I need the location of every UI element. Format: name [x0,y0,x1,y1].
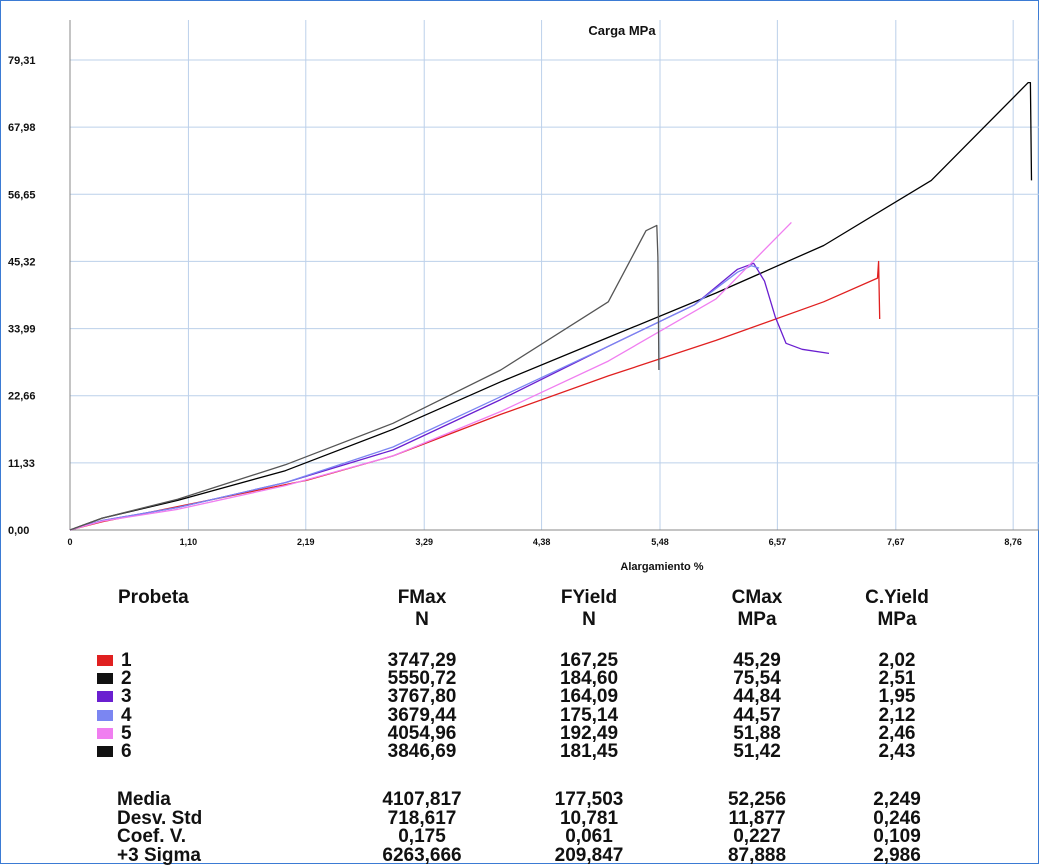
x-tick-label: 2,19 [297,537,315,547]
specimen-id: 3 [121,686,132,708]
specimen-cyield: 2,43 [878,741,916,762]
stats-cyield: 0,246 [873,807,921,829]
stats-cyield: 2,249 [873,789,921,810]
stats-fmax: 0,175 [398,826,446,848]
x-tick-label: 8,76 [1004,537,1022,547]
series-line-5 [69,221,792,531]
stats-cyield: 2,986 [873,844,921,866]
results-table: Probeta FMax N FYield N CMax MPa C.Yield… [0,580,1041,866]
specimen-cmax: 44,84 [733,686,781,708]
stats-fyield: 177,503 [554,789,624,810]
specimen-color-swatch [97,655,113,666]
specimen-cmax: 51,42 [733,741,781,762]
x-axis-label: Alargamiento % [620,561,703,573]
stats-fyield: 10,781 [559,807,619,829]
stats-fmax: 6263,666 [382,844,462,866]
specimen-fmax: 3679,44 [387,704,457,726]
y-tick-label: 67,98 [8,122,36,134]
y-tick-label: 45,32 [8,256,36,268]
specimen-color-swatch [97,727,113,739]
header-cyield-unit: MPa [877,609,917,630]
specimen-id: 1 [121,650,132,671]
specimen-fmax: 3846,69 [387,741,457,762]
specimen-fyield: 164,09 [559,686,619,708]
specimen-fyield: 181,45 [559,741,619,762]
specimen-id: 5 [121,722,132,744]
x-tick-label: 3,29 [415,537,433,547]
specimen-id: 6 [121,741,132,762]
stats-label: Desv. Std [117,807,203,829]
header-cyield: C.Yield [865,587,929,608]
stress-strain-chart: 0,00 11,33 22,66 33,99 45,32 56,65 67,98 79,31 0… [8,20,1039,573]
specimen-cmax: 51,88 [733,722,781,744]
stats-fmax: 718,617 [387,807,457,829]
specimen-fyield: 167,25 [559,650,619,671]
specimen-color-swatch [97,691,113,703]
stats-fmax: 4107,817 [382,789,462,810]
specimen-cmax: 44,57 [733,704,781,726]
x-tick-label: 6,57 [769,537,787,547]
specimen-fyield: 175,14 [559,704,619,726]
specimen-color-swatch [97,709,113,721]
specimen-fyield: 184,60 [559,668,619,690]
header-cmax-unit: MPa [737,609,777,630]
series-line-3 [69,262,830,531]
specimen-cmax: 45,29 [733,650,781,671]
stats-cyield: 0,109 [873,826,921,848]
specimen-cyield: 2,02 [878,650,916,671]
stats-fyield: 0,061 [565,826,613,848]
x-tick-label: 0 [67,537,72,547]
y-tick-label: 22,66 [8,391,36,403]
series-line-2 [69,81,1033,531]
series-line-4 [69,265,760,531]
stats-cmax: 87,888 [727,844,787,866]
chart-title: Carga MPa [588,23,656,38]
x-tick-label: 7,67 [887,537,905,547]
stats-cmax: 52,256 [727,789,787,810]
header-cmax: CMax [731,587,783,608]
y-tick-label: 0,00 [8,525,29,537]
specimen-cyield: 2,12 [878,704,916,726]
header-fmax-unit: N [415,609,429,630]
specimen-cyield: 2,46 [878,722,916,744]
stats-cmax: 11,877 [728,807,786,829]
y-tick-label: 11,33 [8,458,35,470]
stats-label: +3 Sigma [117,844,201,866]
header-fmax: FMax [397,587,447,608]
y-tick-label: 79,31 [8,55,36,67]
y-tick-label: 56,65 [8,189,36,201]
stats-label: Coef. V. [117,826,186,848]
specimen-cyield: 2,51 [878,668,916,690]
header-fyield-unit: N [582,609,596,630]
specimen-id: 2 [121,668,132,690]
specimen-fyield: 192,49 [559,722,619,744]
x-tick-label: 5,48 [651,537,669,547]
specimen-fmax: 5550,72 [387,668,457,690]
specimen-color-swatch [97,746,113,757]
header-fyield: FYield [560,587,618,608]
specimen-fmax: 3747,29 [387,650,457,671]
series-line-6 [69,224,660,531]
specimen-cyield: 1,95 [878,686,916,708]
specimen-cmax: 75,54 [733,668,781,690]
specimen-id: 4 [121,704,132,726]
stats-fyield: 209,847 [554,844,624,866]
y-tick-label: 33,99 [8,324,36,336]
specimen-color-swatch [97,673,113,685]
x-tick-label: 4,38 [533,537,551,547]
stats-cmax: 0,227 [733,826,781,848]
stats-label: Media [117,789,171,810]
specimen-fmax: 4054,96 [387,722,457,744]
x-tick-label: 1,10 [180,537,198,547]
specimen-fmax: 3767,80 [387,686,457,708]
header-probeta: Probeta [118,587,189,608]
